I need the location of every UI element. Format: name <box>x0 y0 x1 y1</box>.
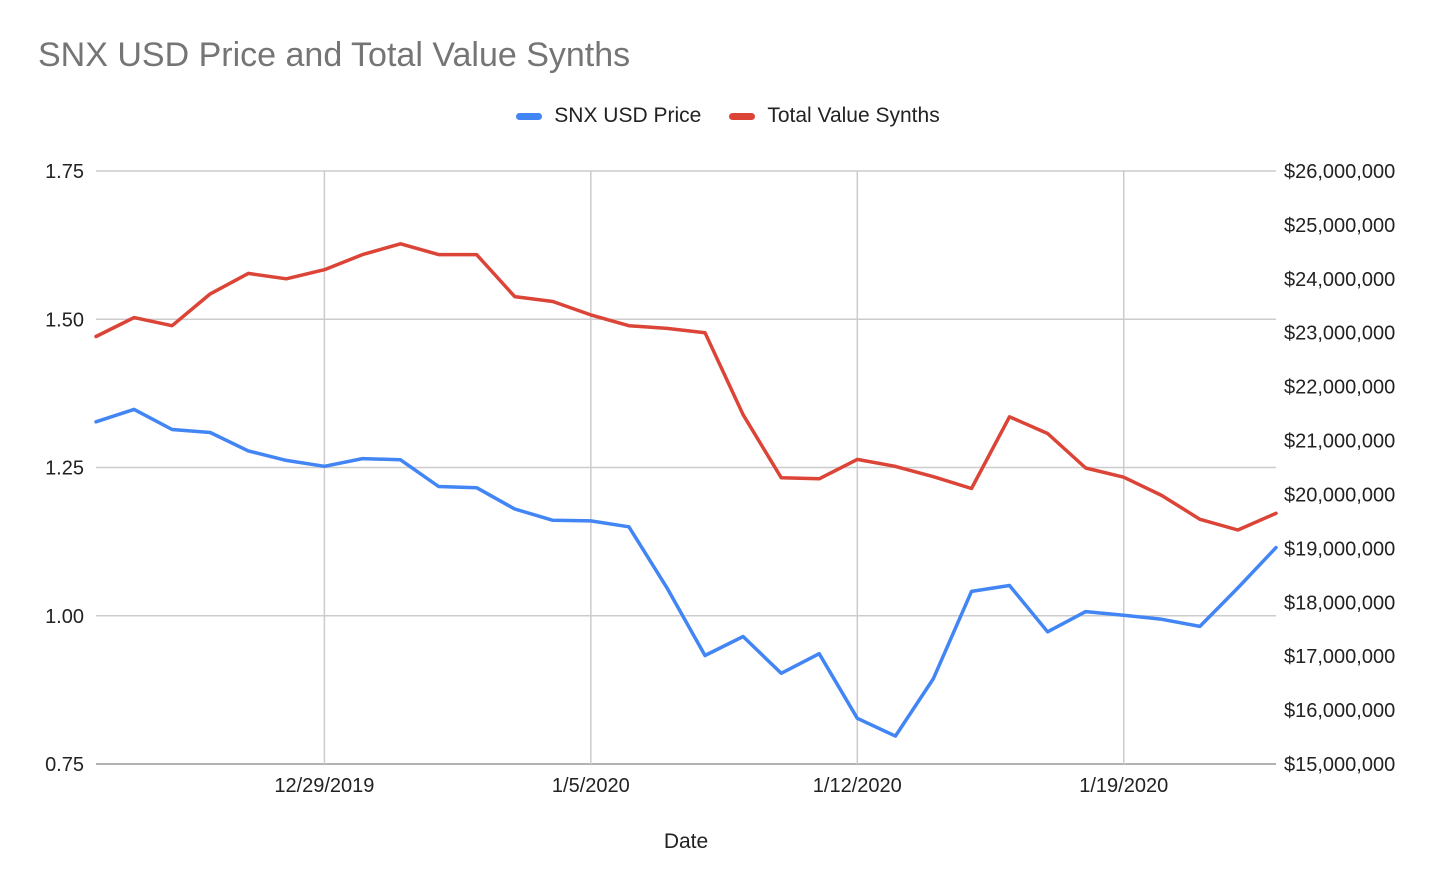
x-tick-label: 1/5/2020 <box>552 775 630 797</box>
legend-swatch-red <box>729 112 756 120</box>
y-left-tick-label: 1.00 <box>45 606 84 628</box>
legend-label: Total Value Synths <box>767 104 940 127</box>
y-left-tick-label: 1.75 <box>45 161 84 183</box>
y-right-tick-label: $24,000,000 <box>1284 269 1395 291</box>
x-tick-label: 1/19/2020 <box>1079 775 1168 797</box>
y-right-tick-label: $26,000,000 <box>1284 161 1395 183</box>
series-line-snx-usd-price <box>94 407 1278 738</box>
y-right-tick-label: $22,000,000 <box>1284 377 1395 399</box>
series-line-total-value-synths <box>94 242 1278 532</box>
x-tick-label: 12/29/2019 <box>274 775 374 797</box>
y-right-tick-label: $18,000,000 <box>1284 592 1395 614</box>
y-right-tick-label: $25,000,000 <box>1284 215 1395 237</box>
y-right-tick-label: $19,000,000 <box>1284 538 1395 560</box>
y-left-tick-label: 0.75 <box>45 754 84 776</box>
y-right-tick-label: $23,000,000 <box>1284 323 1395 345</box>
y-left-tick-label: 1.25 <box>45 458 84 480</box>
legend-label: SNX USD Price <box>554 104 702 127</box>
legend-item-snx-price[interactable]: SNX USD Price <box>516 104 701 128</box>
y-right-tick-label: $17,000,000 <box>1284 646 1395 668</box>
y-right-tick-label: $16,000,000 <box>1284 700 1395 722</box>
y-right-tick-label: $21,000,000 <box>1284 431 1395 453</box>
y-left-tick-label: 1.50 <box>45 309 84 331</box>
chart-legend: SNX USD Price Total Value Synths <box>0 104 1456 128</box>
chart-title: SNX USD Price and Total Value Synths <box>38 36 631 74</box>
legend-swatch-blue <box>516 112 543 120</box>
x-axis-title: Date <box>663 830 709 853</box>
y-right-tick-label: $20,000,000 <box>1284 484 1395 506</box>
legend-item-total-value-synths[interactable]: Total Value Synths <box>729 104 940 128</box>
y-right-tick-label: $15,000,000 <box>1284 754 1395 776</box>
x-tick-label: 1/12/2020 <box>813 775 902 797</box>
